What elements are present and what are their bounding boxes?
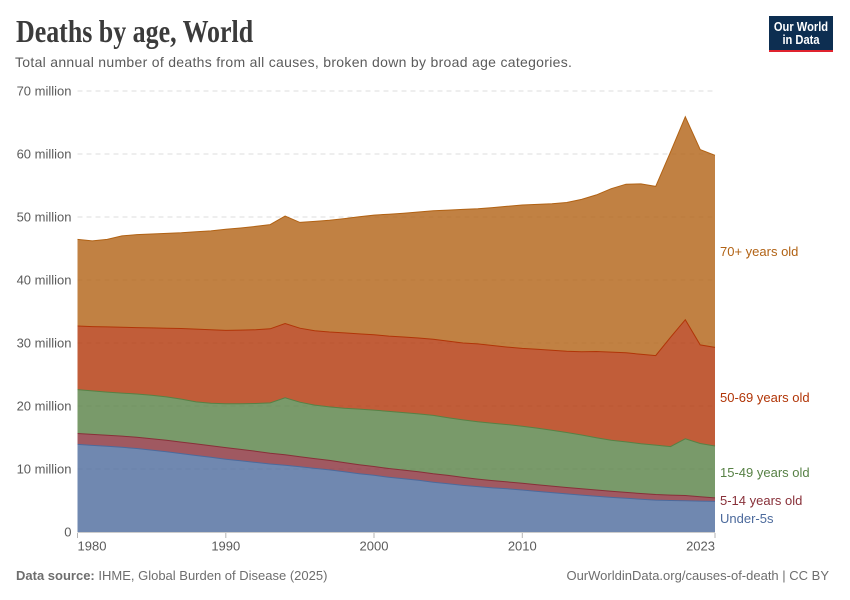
svg-text:2010: 2010 — [508, 539, 537, 554]
svg-text:40 million: 40 million — [17, 273, 72, 288]
svg-text:20 million: 20 million — [17, 399, 72, 414]
svg-text:70+ years old: 70+ years old — [720, 244, 798, 259]
svg-text:2000: 2000 — [360, 539, 389, 554]
svg-text:1980: 1980 — [78, 539, 107, 554]
svg-text:Under-5s: Under-5s — [720, 511, 774, 526]
svg-text:1990: 1990 — [211, 539, 240, 554]
svg-text:0: 0 — [64, 525, 71, 540]
svg-text:70 million: 70 million — [17, 84, 72, 99]
svg-text:15-49 years old: 15-49 years old — [720, 465, 810, 480]
svg-text:50-69 years old: 50-69 years old — [720, 390, 810, 405]
svg-text:30 million: 30 million — [17, 336, 72, 351]
svg-text:50 million: 50 million — [17, 210, 72, 225]
svg-text:10 million: 10 million — [17, 462, 72, 477]
svg-text:60 million: 60 million — [17, 147, 72, 162]
svg-text:5-14 years old: 5-14 years old — [720, 493, 802, 508]
svg-text:2023: 2023 — [686, 539, 715, 554]
